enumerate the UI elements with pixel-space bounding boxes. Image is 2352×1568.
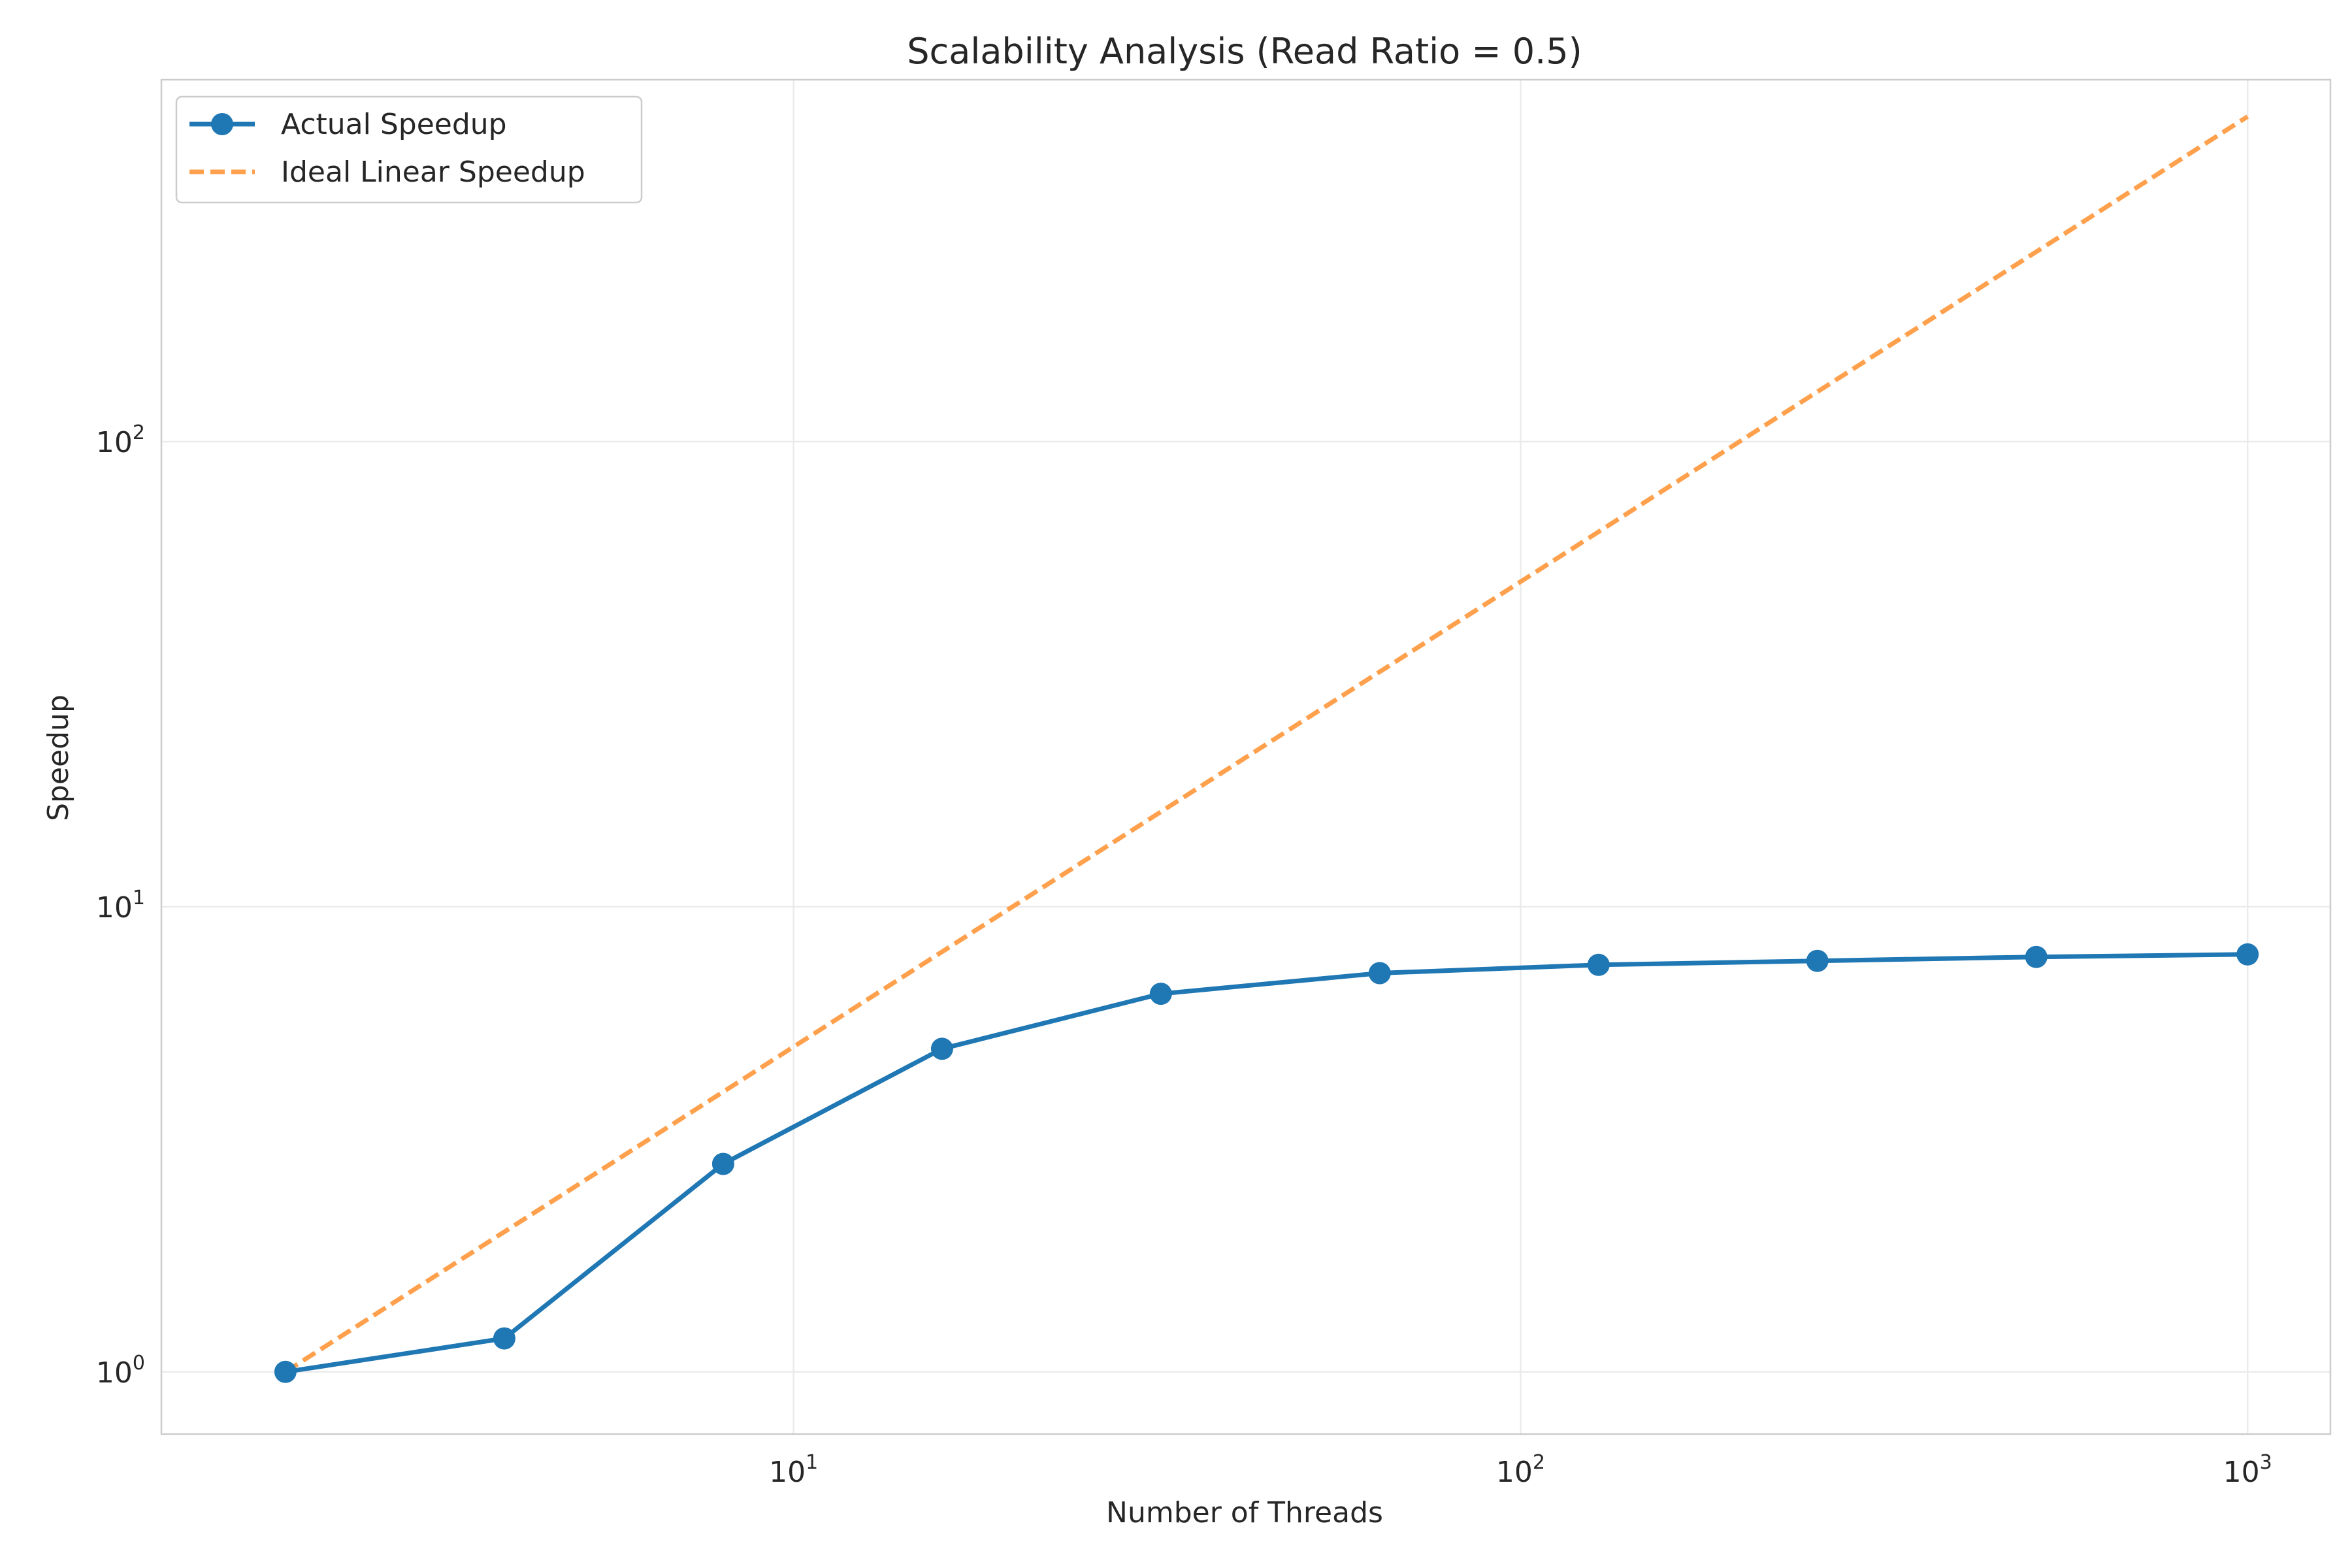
- legend-marker-actual: [211, 113, 233, 135]
- data-point-0-6: [1587, 953, 1610, 976]
- x-axis-label: Number of Threads: [1106, 1496, 1383, 1529]
- legend-label-ideal: Ideal Linear Speedup: [281, 155, 585, 189]
- y-tick-labels: 100 101 102: [96, 421, 145, 1390]
- legend: Actual Speedup Ideal Linear Speedup: [175, 95, 643, 204]
- data-point-0-9: [2236, 943, 2259, 966]
- x-tick-label-0: 101: [769, 1451, 818, 1489]
- data-point-0-0: [274, 1360, 297, 1383]
- y-axis-label: Speedup: [42, 694, 75, 821]
- data-point-0-7: [1806, 949, 1829, 972]
- y-tick-label-2: 102: [96, 421, 145, 459]
- data-point-0-2: [711, 1152, 734, 1175]
- chart-title: Scalability Analysis (Read Ratio = 0.5): [907, 31, 1582, 72]
- legend-label-actual: Actual Speedup: [281, 108, 507, 141]
- grid: [161, 80, 2330, 1434]
- x-tick-label-2: 103: [2223, 1451, 2272, 1489]
- data-point-0-1: [493, 1327, 515, 1350]
- legend-box: [175, 95, 643, 204]
- x-tick-labels: 101 102 103: [769, 1451, 2272, 1489]
- y-tick-label-1: 101: [96, 887, 145, 924]
- plot-frame: [160, 78, 2332, 1435]
- x-tick-label-1: 102: [1496, 1451, 1545, 1489]
- data-point-0-4: [1149, 983, 1172, 1005]
- series-line-0: [285, 952, 2248, 1375]
- series-line-1: [284, 114, 2249, 1374]
- series-layer: [274, 114, 2259, 1383]
- data-point-0-5: [1368, 962, 1391, 985]
- y-tick-label-0: 100: [96, 1352, 145, 1390]
- data-point-0-8: [2025, 945, 2048, 968]
- data-point-0-3: [930, 1037, 953, 1060]
